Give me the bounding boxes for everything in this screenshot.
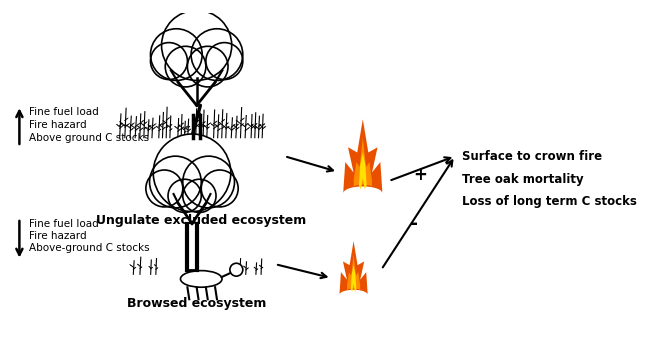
Circle shape: [168, 179, 202, 212]
Polygon shape: [354, 138, 372, 187]
Polygon shape: [351, 265, 357, 292]
Text: +: +: [413, 166, 427, 184]
Circle shape: [153, 134, 231, 211]
Circle shape: [183, 156, 235, 208]
Circle shape: [150, 156, 202, 208]
Text: Ungulate excluded ecosystem: Ungulate excluded ecosystem: [96, 214, 306, 227]
Circle shape: [162, 10, 231, 81]
Text: Fire hazard: Fire hazard: [29, 231, 86, 240]
Polygon shape: [343, 119, 382, 193]
Text: Loss of long term C stocks: Loss of long term C stocks: [461, 195, 636, 208]
Circle shape: [206, 42, 243, 80]
Circle shape: [191, 29, 243, 81]
Circle shape: [188, 46, 228, 87]
Text: Surface to crown fire: Surface to crown fire: [461, 150, 602, 163]
Polygon shape: [339, 241, 367, 295]
Text: Above-ground C stocks: Above-ground C stocks: [29, 242, 149, 253]
Text: Above ground C stocks: Above ground C stocks: [29, 133, 149, 143]
Circle shape: [165, 46, 206, 87]
Circle shape: [183, 179, 216, 212]
Circle shape: [202, 170, 238, 207]
Text: Tree oak mortality: Tree oak mortality: [461, 173, 583, 186]
Circle shape: [230, 263, 243, 276]
Text: -: -: [410, 214, 418, 233]
Text: Browsed ecosystem: Browsed ecosystem: [127, 298, 267, 310]
Circle shape: [151, 42, 188, 80]
Text: Fine fuel load: Fine fuel load: [29, 219, 98, 228]
Ellipse shape: [180, 271, 222, 287]
Circle shape: [151, 29, 202, 81]
Polygon shape: [359, 152, 367, 189]
Circle shape: [146, 170, 183, 207]
Text: Fine fuel load: Fine fuel load: [29, 107, 98, 117]
Polygon shape: [347, 254, 360, 290]
Text: Fire hazard: Fire hazard: [29, 120, 86, 130]
